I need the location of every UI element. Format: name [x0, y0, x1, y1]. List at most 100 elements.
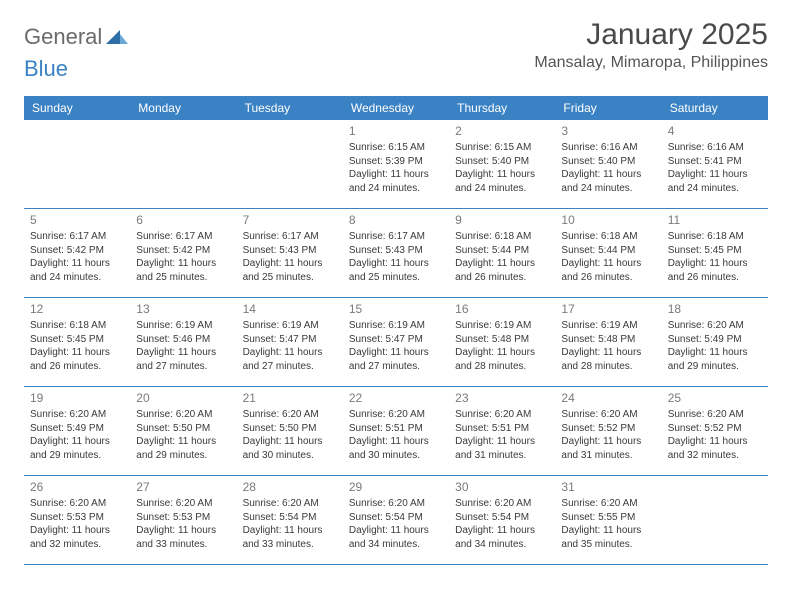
sunset-text: Sunset: 5:39 PM [349, 155, 443, 169]
sunrise-text: Sunrise: 6:15 AM [349, 141, 443, 155]
sunset-text: Sunset: 5:52 PM [561, 422, 655, 436]
week-row: 26Sunrise: 6:20 AMSunset: 5:53 PMDayligh… [24, 476, 768, 565]
day-cell: 6Sunrise: 6:17 AMSunset: 5:42 PMDaylight… [130, 209, 236, 297]
sunset-text: Sunset: 5:48 PM [455, 333, 549, 347]
logo: General [24, 18, 130, 50]
daylight-text: Daylight: 11 hours [561, 257, 655, 271]
day-cell: 20Sunrise: 6:20 AMSunset: 5:50 PMDayligh… [130, 387, 236, 475]
daylight-text: Daylight: 11 hours [455, 168, 549, 182]
sunrise-text: Sunrise: 6:20 AM [30, 408, 124, 422]
day-cell: 30 Sunrise: 6:20 AMSunset: 5:54 PMDayligh… [449, 476, 555, 564]
daylight-text: and 29 minutes. [136, 449, 230, 463]
sunset-text: Sunset: 5:47 PM [349, 333, 443, 347]
day-cell: 2Sunrise: 6:15 AMSunset: 5:40 PMDaylight… [449, 120, 555, 208]
day-number: 23 [455, 390, 549, 406]
daylight-text: Daylight: 11 hours [668, 435, 762, 449]
sunset-text: Sunset: 5:54 PM [455, 511, 549, 525]
sunset-text: Sunset: 5:47 PM [243, 333, 337, 347]
daylight-text: Daylight: 11 hours [349, 524, 443, 538]
daylight-text: Daylight: 11 hours [30, 435, 124, 449]
sunrise-text: Sunrise: 6:20 AM [243, 408, 337, 422]
sunset-text: Sunset: 5:43 PM [243, 244, 337, 258]
day-header: Tuesday [237, 96, 343, 120]
daylight-text: and 25 minutes. [136, 271, 230, 285]
daylight-text: and 34 minutes. [455, 538, 549, 552]
daylight-text: and 25 minutes. [243, 271, 337, 285]
daylight-text: and 30 minutes. [243, 449, 337, 463]
weeks-container: 1Sunrise: 6:15 AMSunset: 5:39 PMDaylight… [24, 120, 768, 565]
sunrise-text: Sunrise: 6:20 AM [455, 408, 549, 422]
week-row: 12Sunrise: 6:18 AMSunset: 5:45 PMDayligh… [24, 298, 768, 387]
sunrise-text: Sunrise: 6:20 AM [243, 497, 337, 511]
daylight-text: Daylight: 11 hours [30, 524, 124, 538]
day-cell: 3Sunrise: 6:16 AMSunset: 5:40 PMDaylight… [555, 120, 661, 208]
day-number: 15 [349, 301, 443, 317]
daylight-text: and 26 minutes. [30, 360, 124, 374]
daylight-text: and 24 minutes. [455, 182, 549, 196]
daylight-text: Daylight: 11 hours [561, 435, 655, 449]
day-cell: 13Sunrise: 6:19 AMSunset: 5:46 PMDayligh… [130, 298, 236, 386]
daylight-text: and 31 minutes. [561, 449, 655, 463]
sunset-text: Sunset: 5:49 PM [30, 422, 124, 436]
daylight-text: Daylight: 11 hours [349, 346, 443, 360]
sunset-text: Sunset: 5:40 PM [561, 155, 655, 169]
day-number: 4 [668, 123, 762, 139]
day-cell: 31Sunrise: 6:20 AMSunset: 5:55 PMDayligh… [555, 476, 661, 564]
sunrise-text: Sunrise: 6:17 AM [136, 230, 230, 244]
day-header: Thursday [449, 96, 555, 120]
daylight-text: Daylight: 11 hours [561, 346, 655, 360]
day-number: 30 [455, 479, 549, 495]
daylight-text: Daylight: 11 hours [349, 168, 443, 182]
daylight-text: and 24 minutes. [349, 182, 443, 196]
day-number: 26 [30, 479, 124, 495]
day-cell: 29Sunrise: 6:20 AMSunset: 5:54 PMDayligh… [343, 476, 449, 564]
day-cell: 7Sunrise: 6:17 AMSunset: 5:43 PMDaylight… [237, 209, 343, 297]
logo-text-blue: Blue [24, 56, 68, 82]
sunset-text: Sunset: 5:54 PM [243, 511, 337, 525]
sunrise-text: Sunrise: 6:20 AM [561, 408, 655, 422]
daylight-text: and 25 minutes. [349, 271, 443, 285]
day-header: Monday [130, 96, 236, 120]
day-cell: 8Sunrise: 6:17 AMSunset: 5:43 PMDaylight… [343, 209, 449, 297]
day-cell: 26Sunrise: 6:20 AMSunset: 5:53 PMDayligh… [24, 476, 130, 564]
daylight-text: and 27 minutes. [243, 360, 337, 374]
sunset-text: Sunset: 5:55 PM [561, 511, 655, 525]
sunrise-text: Sunrise: 6:20 AM [136, 497, 230, 511]
daylight-text: and 33 minutes. [136, 538, 230, 552]
daylight-text: and 32 minutes. [668, 449, 762, 463]
sunset-text: Sunset: 5:45 PM [30, 333, 124, 347]
day-number: 31 [561, 479, 655, 495]
daylight-text: Daylight: 11 hours [455, 346, 549, 360]
daylight-text: and 32 minutes. [30, 538, 124, 552]
day-number: 16 [455, 301, 549, 317]
sunrise-text: Sunrise: 6:20 AM [455, 497, 549, 511]
sunrise-text: Sunrise: 6:18 AM [668, 230, 762, 244]
sunset-text: Sunset: 5:54 PM [349, 511, 443, 525]
sunset-text: Sunset: 5:53 PM [30, 511, 124, 525]
day-cell: 24Sunrise: 6:20 AMSunset: 5:52 PMDayligh… [555, 387, 661, 475]
day-number: 27 [136, 479, 230, 495]
week-row: 19Sunrise: 6:20 AMSunset: 5:49 PMDayligh… [24, 387, 768, 476]
daylight-text: Daylight: 11 hours [243, 435, 337, 449]
sunset-text: Sunset: 5:43 PM [349, 244, 443, 258]
day-number: 6 [136, 212, 230, 228]
day-cell: 14Sunrise: 6:19 AMSunset: 5:47 PMDayligh… [237, 298, 343, 386]
day-cell: 18Sunrise: 6:20 AMSunset: 5:49 PMDayligh… [662, 298, 768, 386]
day-cell: 23Sunrise: 6:20 AMSunset: 5:51 PMDayligh… [449, 387, 555, 475]
day-cell: 16Sunrise: 6:19 AMSunset: 5:48 PMDayligh… [449, 298, 555, 386]
day-number: 5 [30, 212, 124, 228]
daylight-text: Daylight: 11 hours [455, 257, 549, 271]
daylight-text: and 31 minutes. [455, 449, 549, 463]
day-number: 9 [455, 212, 549, 228]
day-number: 11 [668, 212, 762, 228]
daylight-text: and 26 minutes. [455, 271, 549, 285]
day-header: Wednesday [343, 96, 449, 120]
day-header-row: Sunday Monday Tuesday Wednesday Thursday… [24, 96, 768, 120]
day-number: 25 [668, 390, 762, 406]
sunrise-text: Sunrise: 6:17 AM [349, 230, 443, 244]
day-number: 18 [668, 301, 762, 317]
day-cell: 4Sunrise: 6:16 AMSunset: 5:41 PMDaylight… [662, 120, 768, 208]
sunset-text: Sunset: 5:51 PM [349, 422, 443, 436]
sunset-text: Sunset: 5:50 PM [136, 422, 230, 436]
daylight-text: Daylight: 11 hours [455, 524, 549, 538]
